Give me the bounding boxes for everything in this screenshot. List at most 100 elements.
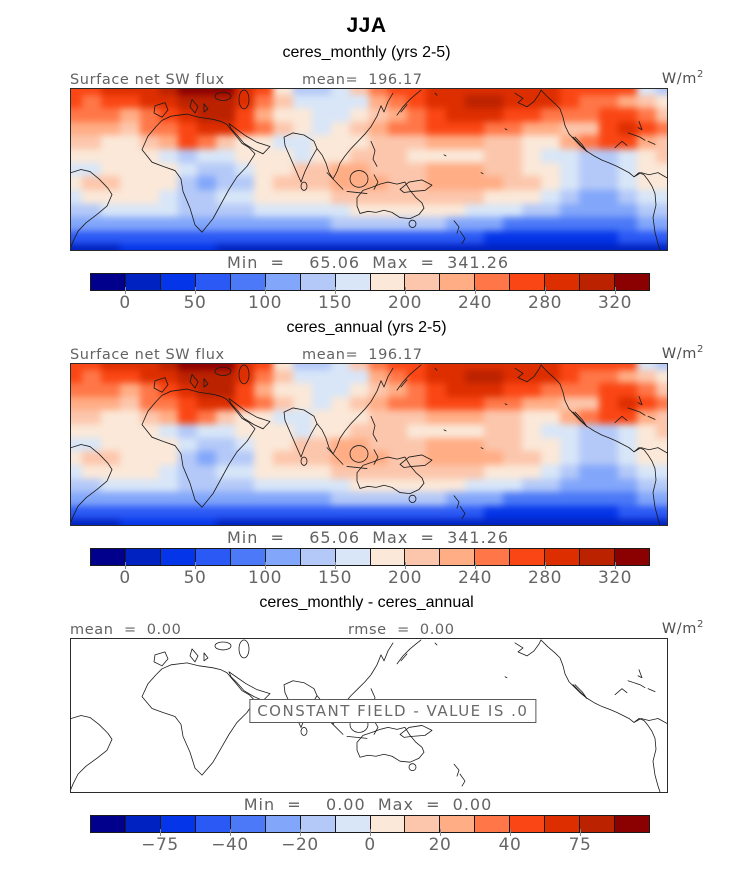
colorbar-segment xyxy=(265,549,301,565)
tick-mark xyxy=(510,829,511,836)
panel-subtitle: ceres_annual (yrs 2-5) xyxy=(286,319,447,336)
tick-label: 320 xyxy=(598,568,632,588)
tick-label: 150 xyxy=(318,293,352,313)
colorbar-ticks: 0 50 100 150 200 240 280 320 xyxy=(90,287,650,315)
tick-mark xyxy=(405,287,406,294)
colorbar-segment xyxy=(370,274,406,290)
colorbar-segment xyxy=(615,816,649,832)
coastline-overlay xyxy=(71,89,667,250)
tick-mark xyxy=(125,287,126,294)
colorbar-segment xyxy=(510,549,546,565)
colorbar-segment xyxy=(195,549,231,565)
flux-field-raster xyxy=(71,364,667,525)
tick-label: −40 xyxy=(211,835,249,855)
flux-field-raster xyxy=(71,89,667,250)
tick-mark xyxy=(475,562,476,569)
colorbar-segment xyxy=(91,549,126,565)
colorbar-segment xyxy=(475,274,511,290)
unit-label: W/m2 xyxy=(661,619,704,637)
tick-mark xyxy=(580,829,581,836)
colorbar-segment xyxy=(230,274,266,290)
tick-label: 100 xyxy=(248,293,282,313)
colorbar-segment xyxy=(125,274,161,290)
colorbar-segment xyxy=(265,274,301,290)
colorbar-segment xyxy=(405,274,441,290)
tick-mark xyxy=(125,562,126,569)
map-difference: CONSTANT FIELD - VALUE IS .0 xyxy=(70,638,668,793)
colorbar-segment xyxy=(580,816,616,832)
tick-label: 100 xyxy=(248,568,282,588)
colorbar-segment xyxy=(545,274,581,290)
colorbar-segment xyxy=(195,274,231,290)
colorbar-segment xyxy=(580,549,616,565)
colorbar-ticks: −75 −40 −20 0 20 40 75 xyxy=(90,829,650,857)
tick-mark xyxy=(265,562,266,569)
colorbar-segment xyxy=(545,549,581,565)
tick-mark xyxy=(440,829,441,836)
colorbar-segment xyxy=(335,274,371,290)
tick-label: 320 xyxy=(598,293,632,313)
tick-label: 75 xyxy=(568,835,592,855)
tick-mark xyxy=(195,562,196,569)
tick-label: 0 xyxy=(364,835,376,855)
colorbar-ticks: 0 50 100 150 200 240 280 320 xyxy=(90,562,650,590)
colorbar-segment xyxy=(230,549,266,565)
colorbar-segment xyxy=(405,549,441,565)
tick-label: 280 xyxy=(528,293,562,313)
tick-label: 40 xyxy=(498,835,522,855)
rmse-stat: rmse = 0.00 xyxy=(348,622,455,638)
tick-label: −75 xyxy=(141,835,179,855)
coastline-overlay xyxy=(71,364,667,525)
panel-ceres-annual: ceres_annual (yrs 2-5) Surface net SW fl… xyxy=(0,319,733,590)
unit-label: W/m2 xyxy=(661,344,704,362)
constant-field-note: CONSTANT FIELD - VALUE IS .0 xyxy=(249,698,537,723)
mean-stat: mean= 196.17 xyxy=(302,72,423,88)
tick-label: 50 xyxy=(183,293,207,313)
colorbar xyxy=(90,815,650,833)
tick-label: 0 xyxy=(119,293,131,313)
tick-mark xyxy=(335,562,336,569)
tick-mark xyxy=(265,287,266,294)
map-ceres-monthly xyxy=(70,88,668,251)
map-header: Surface net SW flux mean= 196.17 W/m2 xyxy=(70,69,703,88)
colorbar-segment xyxy=(91,274,126,290)
tick-mark xyxy=(300,829,301,836)
minmax-line: Min = 0.00 Max = 0.00 xyxy=(243,795,493,814)
minmax-line: Min = 65.06 Max = 341.26 xyxy=(226,253,510,272)
panel-subtitle: ceres_monthly (yrs 2-5) xyxy=(282,44,451,61)
tick-mark xyxy=(545,287,546,294)
colorbar-segment xyxy=(405,816,441,832)
colorbar-segment xyxy=(160,274,196,290)
tick-label: 200 xyxy=(388,293,422,313)
colorbar-segment xyxy=(335,549,371,565)
field-label: Surface net SW flux xyxy=(70,347,225,363)
colorbar-segment xyxy=(510,816,546,832)
tick-label: 280 xyxy=(528,568,562,588)
colorbar-segment xyxy=(160,549,196,565)
panel-ceres-monthly: ceres_monthly (yrs 2-5) Surface net SW f… xyxy=(0,44,733,315)
colorbar-segment xyxy=(230,816,266,832)
mean-stat: mean = 0.00 xyxy=(70,622,182,638)
colorbar-segment xyxy=(370,549,406,565)
tick-mark xyxy=(195,287,196,294)
colorbar-segment xyxy=(265,816,301,832)
figure-title: JJA xyxy=(346,14,387,37)
colorbar-segment xyxy=(125,816,161,832)
tick-mark xyxy=(160,829,161,836)
colorbar-segment xyxy=(545,816,581,832)
tick-mark xyxy=(230,829,231,836)
tick-mark xyxy=(545,562,546,569)
panel-difference: ceres_monthly - ceres_annual mean = 0.00 … xyxy=(0,594,733,857)
colorbar-segment xyxy=(440,274,476,290)
colorbar-segment xyxy=(440,549,476,565)
map-ceres-annual xyxy=(70,363,668,526)
panel-subtitle: ceres_monthly - ceres_annual xyxy=(259,594,474,611)
tick-mark xyxy=(615,562,616,569)
colorbar-segment xyxy=(91,816,126,832)
tick-label: 150 xyxy=(318,568,352,588)
tick-label: 20 xyxy=(428,835,452,855)
colorbar-segment xyxy=(475,549,511,565)
tick-mark xyxy=(370,829,371,836)
colorbar-segment xyxy=(300,549,336,565)
mean-stat: mean= 196.17 xyxy=(302,347,423,363)
